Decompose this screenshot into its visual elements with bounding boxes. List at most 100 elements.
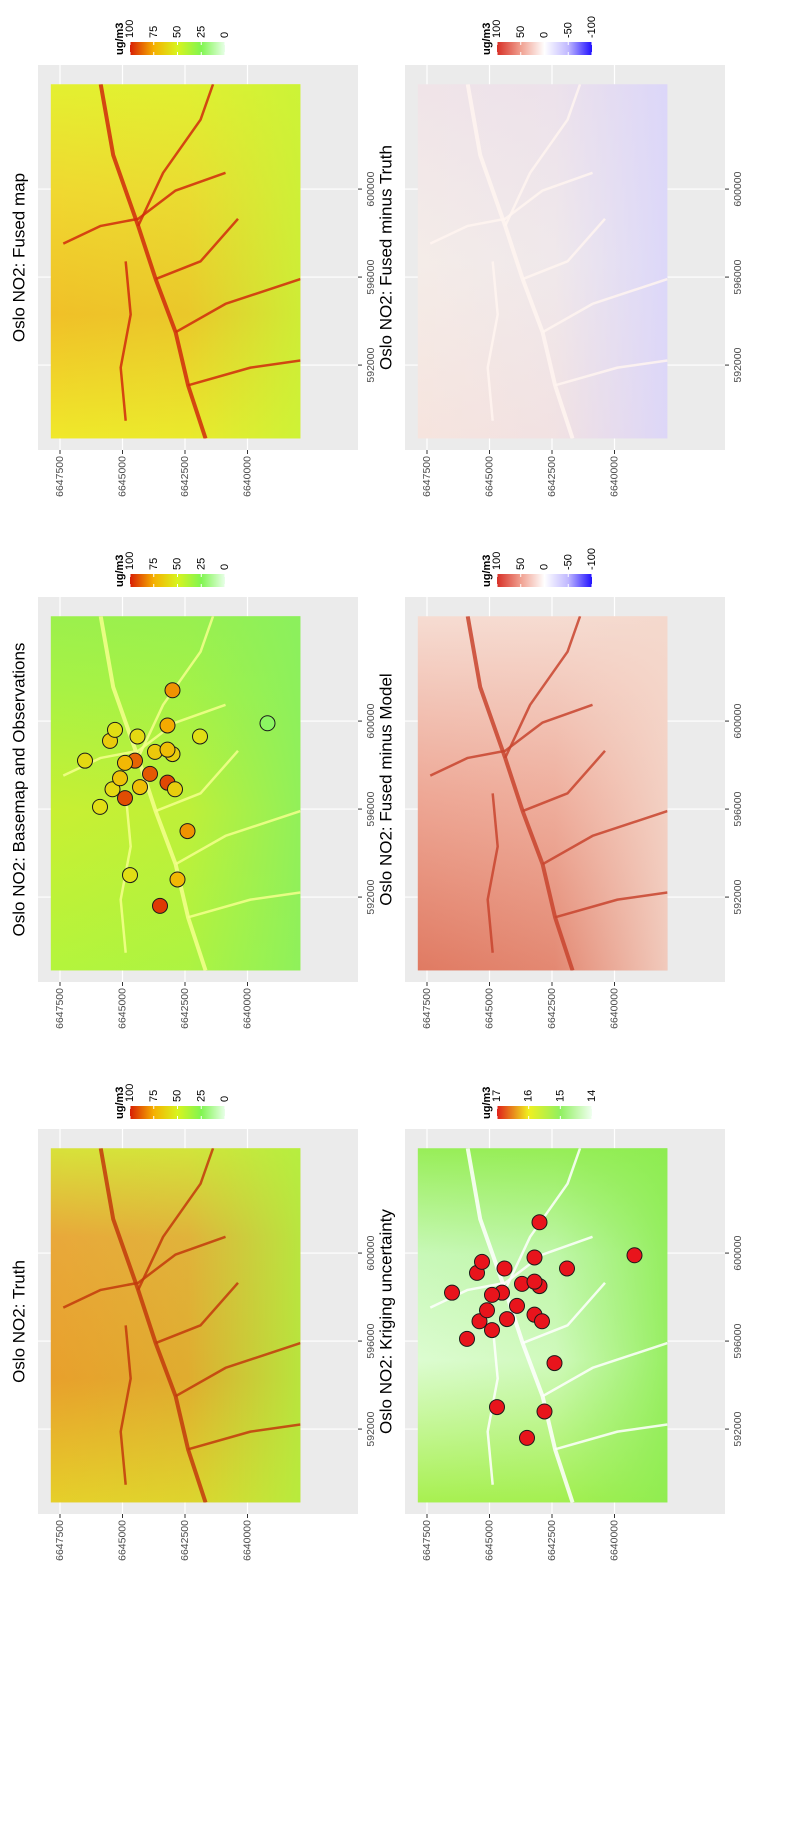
x-tick-label: 600000 [732, 703, 744, 738]
legend-tick-label: 100 [491, 20, 503, 38]
station-point [113, 771, 128, 786]
station-point [527, 1250, 542, 1265]
y-tick-label: 6647500 [421, 456, 433, 497]
legend-tick-label: 0 [219, 1096, 231, 1102]
station-point [180, 824, 195, 839]
legend-tick-label: 75 [148, 1090, 160, 1102]
x-tick-label: 596000 [732, 1323, 744, 1358]
station-point [490, 1400, 505, 1415]
y-tick-label: 6642500 [179, 1520, 191, 1561]
legend-tick-label: -50 [562, 554, 574, 570]
legend-tick-label: 0 [219, 32, 231, 38]
y-tick-label: 6645000 [117, 456, 129, 497]
station-point [160, 718, 175, 733]
y-tick-label: 6642500 [546, 1520, 558, 1561]
legend-tick-label: -100 [586, 16, 598, 38]
panel-title: Oslo NO2: Truth [10, 1260, 29, 1383]
x-tick-label: 600000 [732, 171, 744, 206]
x-tick-label: 592000 [732, 879, 744, 914]
rotated-figure: Oslo NO2: Truth 592000 596000 600000 6640000… [0, 0, 807, 1827]
station-point [260, 716, 275, 731]
legend-tick-label: 17 [491, 1090, 503, 1102]
legend-tick-label: 14 [586, 1090, 598, 1102]
legend-tick-label: 100 [124, 1084, 136, 1102]
station-point [143, 766, 158, 781]
panel-title: Oslo NO2: Fused map [10, 173, 29, 342]
x-tick-label: 600000 [732, 1235, 744, 1270]
station-point [153, 898, 168, 913]
x-tick-label: 596000 [732, 791, 744, 826]
y-tick-label: 6640000 [609, 456, 621, 497]
station-point [535, 1314, 550, 1329]
station-point [537, 1404, 552, 1419]
station-point [118, 791, 133, 806]
station-point [510, 1298, 525, 1313]
x-tick-label: 600000 [365, 1235, 377, 1270]
y-tick-label: 6645000 [484, 1520, 496, 1561]
y-tick-label: 6640000 [242, 988, 254, 1029]
y-tick-label: 6647500 [54, 456, 66, 497]
y-tick-label: 6640000 [242, 1520, 254, 1561]
y-tick-label: 6645000 [117, 988, 129, 1029]
y-tick-label: 6642500 [546, 988, 558, 1029]
legend-tick-label: 0 [539, 564, 551, 570]
y-tick-label: 6645000 [484, 988, 496, 1029]
x-tick-label: 592000 [365, 347, 377, 382]
raster-shade [51, 84, 301, 438]
station-point [500, 1312, 515, 1327]
x-tick-label: 592000 [365, 879, 377, 914]
legend-tick-label: 100 [124, 552, 136, 570]
station-point [170, 872, 185, 887]
station-point [118, 755, 133, 770]
legend-tick-label: 0 [539, 32, 551, 38]
raster-shade [51, 1148, 301, 1502]
station-point [78, 753, 93, 768]
station-point [475, 1254, 490, 1269]
station-point [485, 1323, 500, 1338]
station-point [168, 782, 183, 797]
y-tick-label: 6640000 [242, 456, 254, 497]
x-tick-label: 596000 [365, 791, 377, 826]
legend-colorbar [497, 1106, 592, 1119]
station-point [133, 780, 148, 795]
y-tick-label: 6640000 [609, 988, 621, 1029]
y-tick-label: 6642500 [179, 988, 191, 1029]
legend-tick-label: 50 [515, 558, 527, 570]
figure: Oslo NO2: Truth 592000 596000 600000 6640000… [0, 0, 807, 1827]
station-point [445, 1285, 460, 1300]
station-point [123, 868, 138, 883]
y-tick-label: 6645000 [117, 1520, 129, 1561]
station-point [165, 683, 180, 698]
station-point [108, 722, 123, 737]
station-point [130, 729, 145, 744]
panel-title: Oslo NO2: Basemap and Observations [10, 643, 29, 937]
station-point [520, 1430, 535, 1445]
x-tick-label: 596000 [732, 259, 744, 294]
station-point [485, 1287, 500, 1302]
station-point [193, 729, 208, 744]
legend-tick-label: -100 [586, 548, 598, 570]
y-tick-label: 6647500 [421, 1520, 433, 1561]
x-tick-label: 600000 [365, 171, 377, 206]
legend-tick-label: 50 [172, 558, 184, 570]
y-tick-label: 6642500 [546, 456, 558, 497]
station-point [560, 1261, 575, 1276]
legend-tick-label: -50 [562, 22, 574, 38]
legend-tick-label: 16 [523, 1090, 535, 1102]
legend-tick-label: 25 [195, 558, 207, 570]
y-tick-label: 6642500 [179, 456, 191, 497]
panel-title: Oslo NO2: Fused minus Model [377, 673, 396, 905]
raster-shade [418, 616, 668, 970]
x-tick-label: 592000 [732, 1411, 744, 1446]
legend-tick-label: 0 [219, 564, 231, 570]
page: Oslo NO2: Truth 592000 596000 600000 6640000… [0, 0, 807, 1827]
station-point [627, 1248, 642, 1263]
x-tick-label: 592000 [365, 1411, 377, 1446]
legend-tick-label: 50 [515, 26, 527, 38]
legend-tick-label: 50 [172, 1090, 184, 1102]
legend-tick-label: 25 [195, 26, 207, 38]
legend-tick-label: 50 [172, 26, 184, 38]
x-tick-label: 596000 [365, 1323, 377, 1358]
legend-tick-label: 15 [554, 1090, 566, 1102]
x-tick-label: 592000 [732, 347, 744, 382]
